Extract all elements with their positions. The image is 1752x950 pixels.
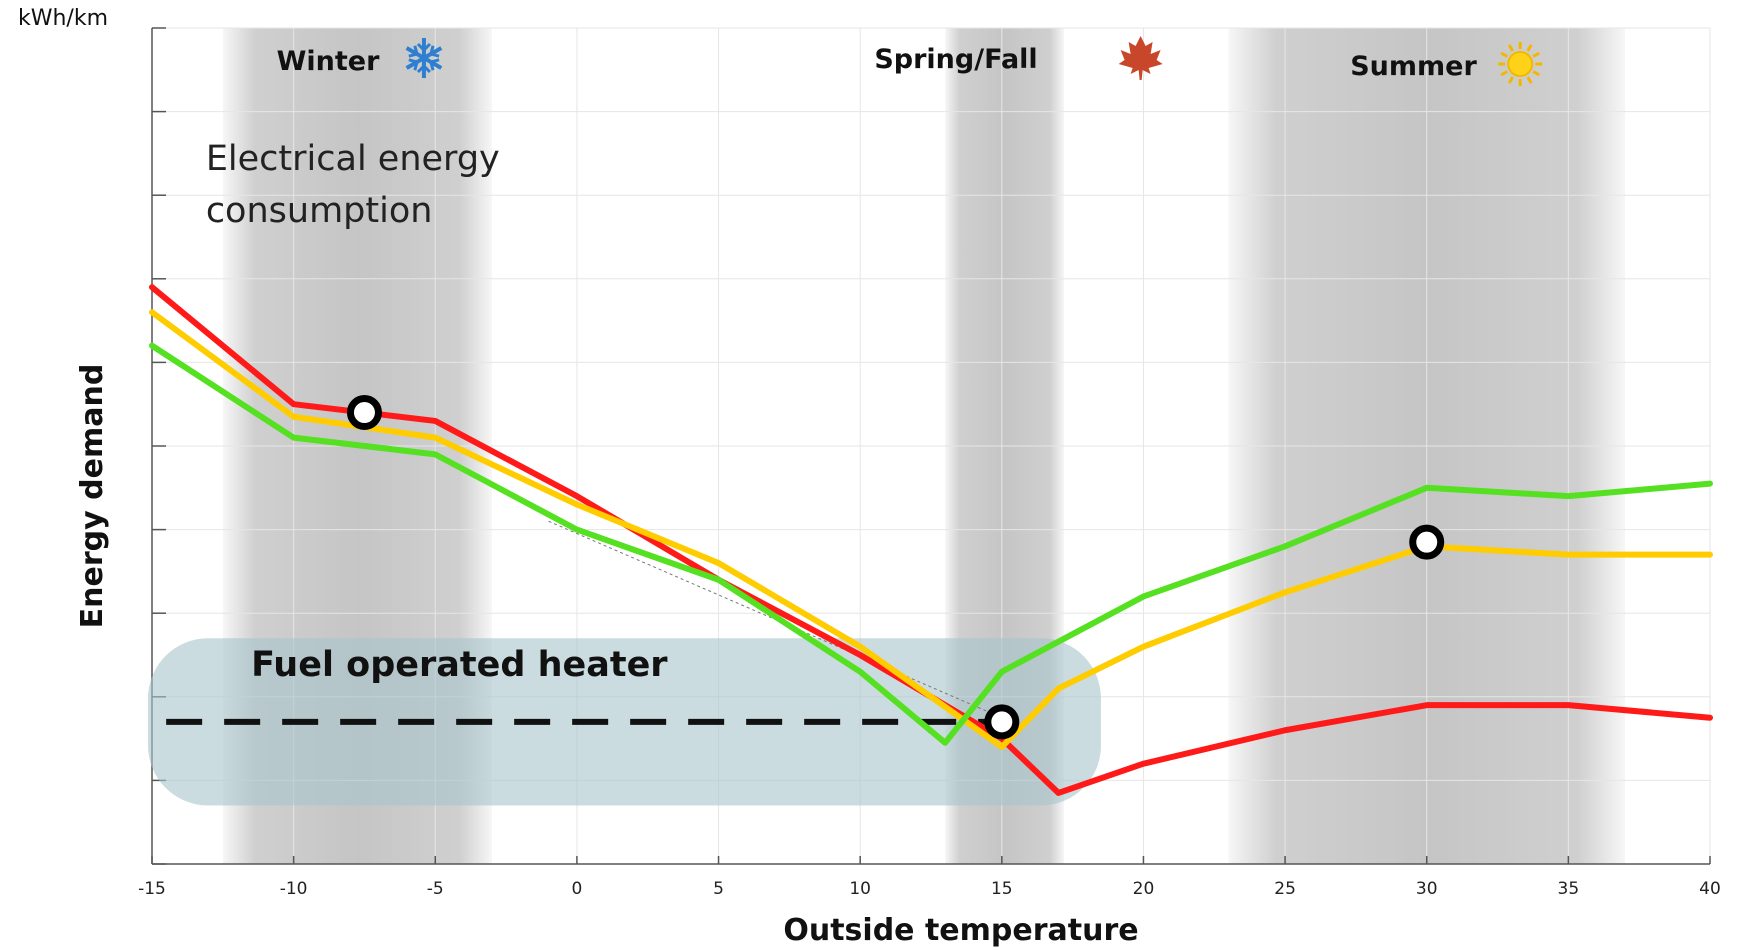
x-tick-label: 5: [713, 879, 724, 899]
leaf-shape: [1118, 36, 1163, 80]
unit-label-holder: kWh/km: [18, 6, 108, 31]
x-tick-label: 35: [1558, 879, 1580, 899]
sun-disc: [1507, 51, 1534, 77]
sun-ray: [1526, 44, 1533, 52]
x-tick-label: -5: [427, 879, 444, 899]
season-label-3: Summer: [1350, 51, 1477, 82]
sun-ray: [1507, 44, 1515, 52]
x-tick-label: 25: [1274, 879, 1296, 899]
x-axis-title: Outside temperature: [783, 913, 1138, 948]
heater-label: Fuel operated heater: [251, 645, 668, 685]
snowflake-branch: [416, 42, 432, 74]
maple-leaf-icon: [1118, 36, 1163, 80]
y-axis-title: Energy demand: [75, 364, 110, 629]
x-tick-label: 40: [1699, 879, 1721, 899]
y-unit-label: kWh/km: [18, 6, 109, 31]
series-line-3: [149, 342, 1713, 746]
heater-region: [148, 638, 1101, 806]
x-tick-label: 15: [991, 879, 1013, 899]
sun-ray: [1526, 76, 1533, 84]
x-tick-label: 30: [1416, 879, 1438, 899]
x-tick-label: -10: [280, 879, 308, 899]
annotation-line-1: Electrical energy: [206, 139, 500, 179]
x-tick-label: 0: [571, 879, 582, 899]
marker-point-2: [984, 704, 1020, 740]
season-label-2: Spring/Fall: [874, 44, 1037, 75]
snowflake-branch: [408, 45, 440, 71]
sun-ray: [1507, 76, 1515, 84]
snowflake-arm: [405, 46, 443, 70]
sun-ray: [1500, 51, 1508, 58]
sun-ray: [1500, 70, 1508, 77]
marker-point-3: [1409, 524, 1445, 560]
sun-ray: [1532, 70, 1541, 77]
sun-ray: [1532, 51, 1541, 58]
annotation-line-2: consumption: [206, 191, 433, 231]
season-label-1: Winter: [277, 46, 380, 77]
snowflake-branch: [408, 45, 440, 71]
marker-point-1: [346, 395, 382, 431]
x-tick-label: -15: [138, 879, 166, 899]
x-tick-label: 20: [1133, 879, 1155, 899]
snowflake-icon: [405, 38, 443, 78]
x-tick-label: 10: [849, 879, 871, 899]
sun-icon: [1498, 42, 1543, 86]
